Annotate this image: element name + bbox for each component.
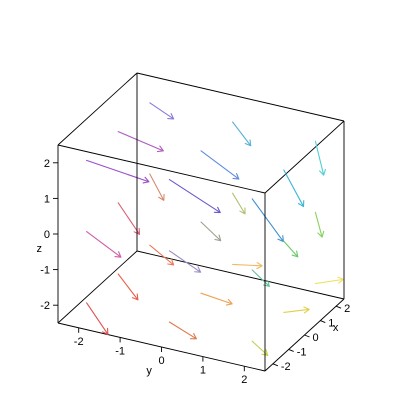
box-edge	[57, 144, 266, 194]
vector-arrow	[117, 202, 141, 235]
vector-arrow	[251, 269, 270, 287]
vector-arrow	[117, 131, 164, 153]
y-tick-label: -1	[115, 345, 125, 357]
box-edge	[136, 250, 345, 300]
x-tick-mark	[320, 320, 326, 324]
vector-arrow	[200, 221, 222, 242]
x-tick-label: 2	[344, 303, 350, 315]
vector-arrow	[314, 211, 325, 238]
box-edge	[264, 120, 345, 194]
vector-arrows	[86, 102, 344, 356]
y-axis-label: y	[146, 365, 152, 377]
x-tick-mark	[288, 348, 294, 352]
z-tick-label: 2	[44, 158, 50, 170]
vector-arrow	[168, 179, 221, 214]
x-tick-label: -1	[297, 346, 307, 358]
box-edge	[57, 72, 138, 146]
vector-arrow	[168, 321, 197, 340]
z-axis-label: z	[37, 243, 43, 255]
vector-arrow	[200, 150, 240, 180]
vector-arrow	[149, 173, 165, 201]
vector-arrow	[232, 192, 246, 215]
vector-arrow	[200, 292, 233, 306]
vector-arrow	[232, 121, 252, 147]
vector-arrow	[168, 250, 202, 273]
vector-arrow	[86, 159, 150, 184]
y-tick-label: 0	[158, 355, 164, 367]
box-edge	[136, 72, 345, 122]
x-tick-mark	[304, 334, 310, 338]
x-tick-label: -2	[281, 361, 291, 373]
x-tick-mark	[272, 363, 279, 367]
vector-arrow	[283, 169, 305, 208]
z-tick-label: 0	[44, 229, 50, 241]
y-tick-label: 1	[200, 365, 206, 377]
vector-arrow	[86, 302, 109, 335]
z-tick-label: -1	[40, 265, 50, 277]
z-tick-label: 1	[44, 193, 50, 205]
vector-arrow	[314, 276, 344, 285]
vector-arrow	[149, 244, 175, 266]
vector-arrow	[86, 231, 122, 258]
x-tick-label: 0	[313, 332, 319, 344]
vector-arrow	[251, 198, 284, 243]
vector-arrow	[117, 273, 139, 301]
vector-arrow	[149, 102, 175, 120]
vector-arrow	[283, 240, 299, 258]
x-tick-mark	[335, 305, 342, 309]
vector-arrow	[283, 306, 310, 314]
box-edge	[57, 250, 138, 324]
x-axis-label: x	[333, 322, 339, 334]
z-tick-label: -2	[40, 300, 50, 312]
y-tick-label: -2	[74, 336, 84, 348]
x-tick-label: 1	[328, 318, 334, 330]
vector-arrow	[314, 140, 326, 176]
y-tick-label: 2	[241, 374, 247, 386]
vector-arrow	[232, 262, 263, 270]
